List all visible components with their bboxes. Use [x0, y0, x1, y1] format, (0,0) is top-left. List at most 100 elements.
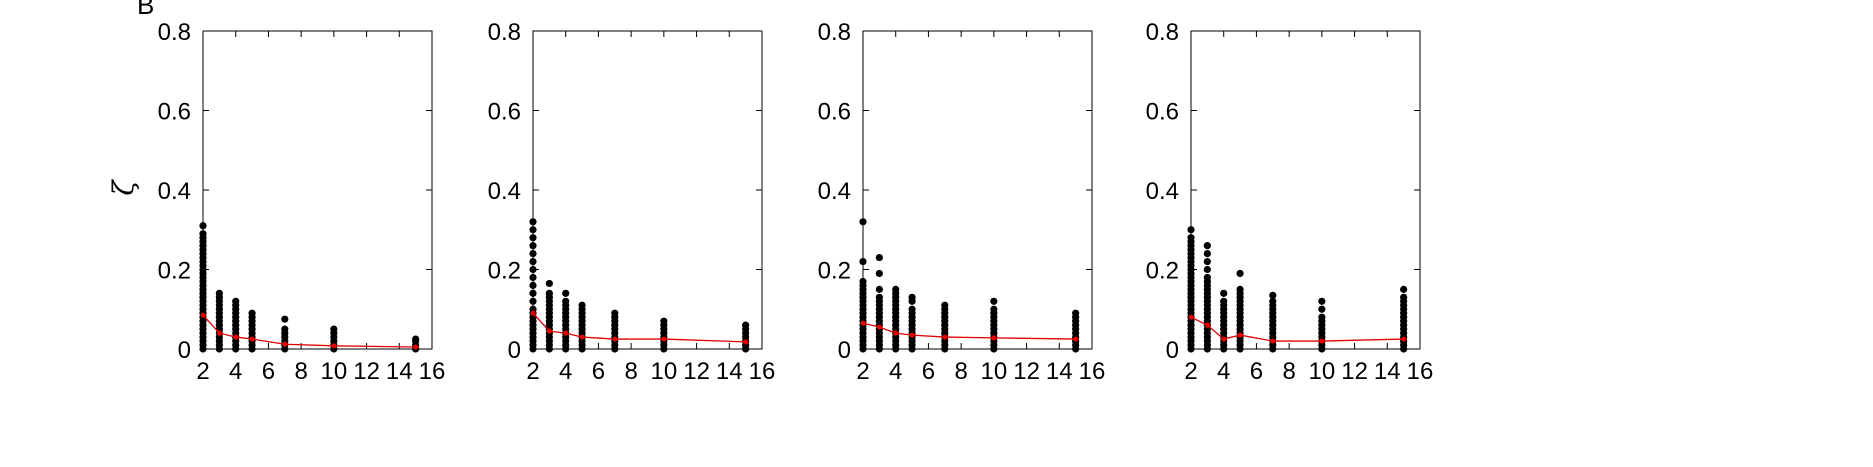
- data-point: [742, 321, 750, 329]
- mean-point: [893, 330, 899, 336]
- data-point: [875, 269, 883, 278]
- mean-point: [942, 334, 948, 340]
- x-tick-label: 12: [1341, 358, 1368, 385]
- data-point: [199, 230, 207, 238]
- data-point: [990, 297, 998, 305]
- data-point: [215, 289, 223, 297]
- mean-point: [200, 312, 206, 318]
- x-tick-label: 16: [419, 358, 446, 385]
- x-tick-label: 14: [386, 358, 413, 385]
- mean-point: [1319, 338, 1325, 344]
- data-point: [330, 325, 338, 333]
- x-tick-label: 12: [683, 358, 710, 385]
- mean-point: [413, 344, 419, 350]
- data-point: [1318, 297, 1326, 305]
- data-point: [529, 281, 537, 289]
- mean-point: [282, 341, 288, 347]
- data-point: [1220, 289, 1228, 297]
- mean-point: [1188, 314, 1194, 320]
- y-tick-label: 0: [178, 337, 191, 364]
- data-point: [875, 253, 883, 262]
- mean-point: [1073, 336, 1079, 342]
- data-point: [1203, 273, 1211, 282]
- mean-point: [1204, 322, 1210, 328]
- mean-point: [876, 324, 882, 330]
- data-point: [529, 265, 537, 274]
- mean-point: [1221, 336, 1227, 342]
- data-point: [1220, 297, 1228, 305]
- mean-point: [661, 336, 667, 342]
- y-tick-label: 0.6: [158, 99, 191, 126]
- chart-panel-2: 2 4 6 8 10 12 14 16 0 0.2 0.4 0.6 0.8: [488, 19, 776, 385]
- mean-point: [743, 339, 749, 345]
- x-tick-label: 4: [229, 358, 242, 385]
- data-point: [1203, 242, 1211, 250]
- y-tick-label: 0: [508, 337, 521, 364]
- y-tick-label: 0.6: [488, 99, 521, 126]
- data-point: [529, 250, 537, 258]
- y-tick-label: 0.8: [1146, 19, 1179, 46]
- mean-point: [991, 335, 997, 341]
- y-tick-label: 0.8: [488, 19, 521, 46]
- data-point: [1203, 257, 1211, 266]
- data-point: [859, 218, 867, 226]
- x-tick-label: 14: [716, 358, 743, 385]
- x-tick-label: 2: [526, 358, 539, 385]
- x-tick-label: 12: [353, 358, 380, 385]
- data-point: [562, 289, 570, 297]
- data-point: [562, 297, 570, 305]
- x-tick-label: 10: [321, 358, 348, 385]
- data-point: [529, 234, 537, 242]
- x-tick-label: 2: [1184, 358, 1197, 385]
- data-point: [859, 257, 867, 266]
- data-point: [578, 301, 586, 309]
- data-point: [1072, 309, 1080, 317]
- data-point: [892, 285, 900, 293]
- x-tick-label: 14: [1374, 358, 1401, 385]
- data-point: [908, 293, 916, 301]
- chart-panel-4: 2 4 6 8 10 12 14 16 0 0.2 0.4 0.6 0.8: [1146, 19, 1434, 385]
- mean-point: [331, 343, 337, 349]
- mean-point: [909, 332, 915, 338]
- data-point: [529, 257, 537, 266]
- y-tick-label: 0.4: [488, 178, 521, 205]
- x-tick-label: 10: [981, 358, 1008, 385]
- mean-point: [1237, 332, 1243, 338]
- data-point: [1203, 265, 1211, 274]
- data-point: [529, 226, 537, 234]
- data-point: [875, 285, 883, 293]
- y-tick-label: 0.8: [158, 19, 191, 46]
- mean-point: [860, 320, 866, 326]
- x-tick-label: 8: [294, 358, 307, 385]
- x-tick-label: 8: [954, 358, 967, 385]
- data-point: [529, 297, 537, 305]
- data-point: [611, 309, 619, 317]
- data-point: [529, 242, 537, 250]
- data-point: [859, 277, 867, 286]
- data-point: [232, 297, 240, 305]
- mean-point: [1401, 336, 1407, 342]
- y-tick-label: 0.2: [158, 258, 191, 285]
- data-point: [990, 305, 998, 313]
- data-point: [908, 305, 916, 313]
- data-point: [529, 273, 537, 282]
- mean-point: [530, 310, 536, 316]
- data-point: [941, 301, 949, 309]
- mean-point: [612, 336, 618, 342]
- data-point: [529, 289, 537, 297]
- data-point: [545, 289, 553, 297]
- data-point: [1236, 285, 1244, 293]
- mean-point: [1270, 338, 1276, 344]
- data-point: [281, 325, 289, 333]
- x-tick-label: 2: [856, 358, 869, 385]
- data-point: [1400, 293, 1408, 301]
- data-point: [1269, 291, 1277, 299]
- y-tick-label: 0.8: [818, 19, 851, 46]
- mean-point: [563, 330, 569, 336]
- data-point: [412, 335, 420, 343]
- y-tick-label: 0.6: [818, 99, 851, 126]
- chart-panel-3: 2 4 6 8 10 12 14 16 0 0.2 0.4 0.6 0.8: [818, 19, 1106, 385]
- data-point: [1203, 250, 1211, 258]
- y-axis-label: ζ: [107, 179, 140, 196]
